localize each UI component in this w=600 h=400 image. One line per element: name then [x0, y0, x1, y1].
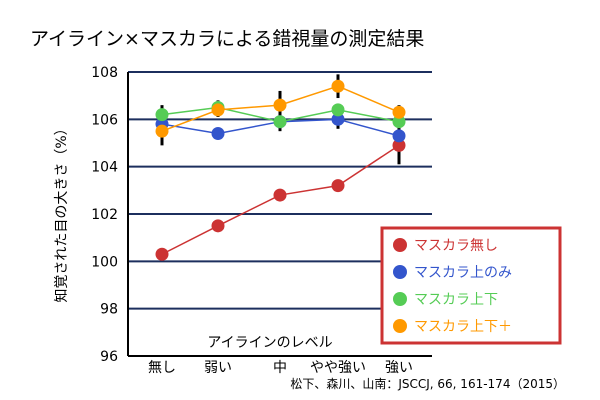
legend-marker	[393, 238, 407, 252]
data-point	[273, 188, 287, 202]
data-point	[392, 129, 406, 143]
legend-box	[380, 226, 562, 345]
data-point	[155, 108, 169, 122]
data-point	[331, 179, 345, 193]
legend-label: マスカラ上のみ	[414, 265, 512, 281]
data-point	[155, 124, 169, 138]
data-point	[273, 115, 287, 129]
data-point	[331, 79, 345, 93]
data-point	[211, 219, 225, 233]
data-point	[211, 127, 225, 141]
data-point	[331, 112, 345, 126]
source-citation: 松下、森川、山南：JSCCJ, 66, 161-174（2015）	[290, 376, 565, 391]
y-tick-label: 106	[91, 112, 118, 128]
y-tick-label: 100	[91, 254, 118, 270]
legend-marker	[393, 292, 407, 306]
x-axis-title: アイラインのレベル	[207, 335, 332, 351]
y-tick-label: 96	[100, 349, 118, 365]
data-point	[331, 103, 345, 117]
y-tick-label: 102	[91, 207, 118, 223]
data-point	[392, 115, 406, 129]
axes: 96 98 100 102 104 106 108 無し 弱い 中 やや強い 強い	[91, 65, 432, 376]
legend-marker	[393, 319, 407, 333]
y-tick-label: 108	[91, 65, 118, 81]
chart-title: アイライン×マスカラによる錯視量の測定結果	[30, 28, 424, 50]
legend-label: マスカラ上下	[414, 292, 498, 308]
legend-label: マスカラ上下＋	[414, 319, 512, 335]
y-axis-title: 知覚された目の大きさ（%）	[53, 121, 70, 302]
series-layer	[155, 74, 406, 261]
data-point	[155, 247, 169, 261]
x-tick-label: 無し	[148, 360, 176, 376]
x-tick-label: やや強い	[310, 360, 366, 376]
data-point	[211, 103, 225, 117]
x-tick-label: 中	[273, 360, 287, 376]
legend-marker	[393, 265, 407, 279]
data-point	[392, 105, 406, 119]
data-point	[392, 138, 406, 152]
x-tick-label: 弱い	[204, 360, 232, 376]
x-tick-label: 強い	[385, 360, 413, 376]
y-tick-label: 104	[91, 160, 118, 176]
data-point	[273, 98, 287, 112]
legend-label: マスカラ無し	[414, 238, 498, 254]
y-tick-label: 98	[100, 302, 118, 318]
